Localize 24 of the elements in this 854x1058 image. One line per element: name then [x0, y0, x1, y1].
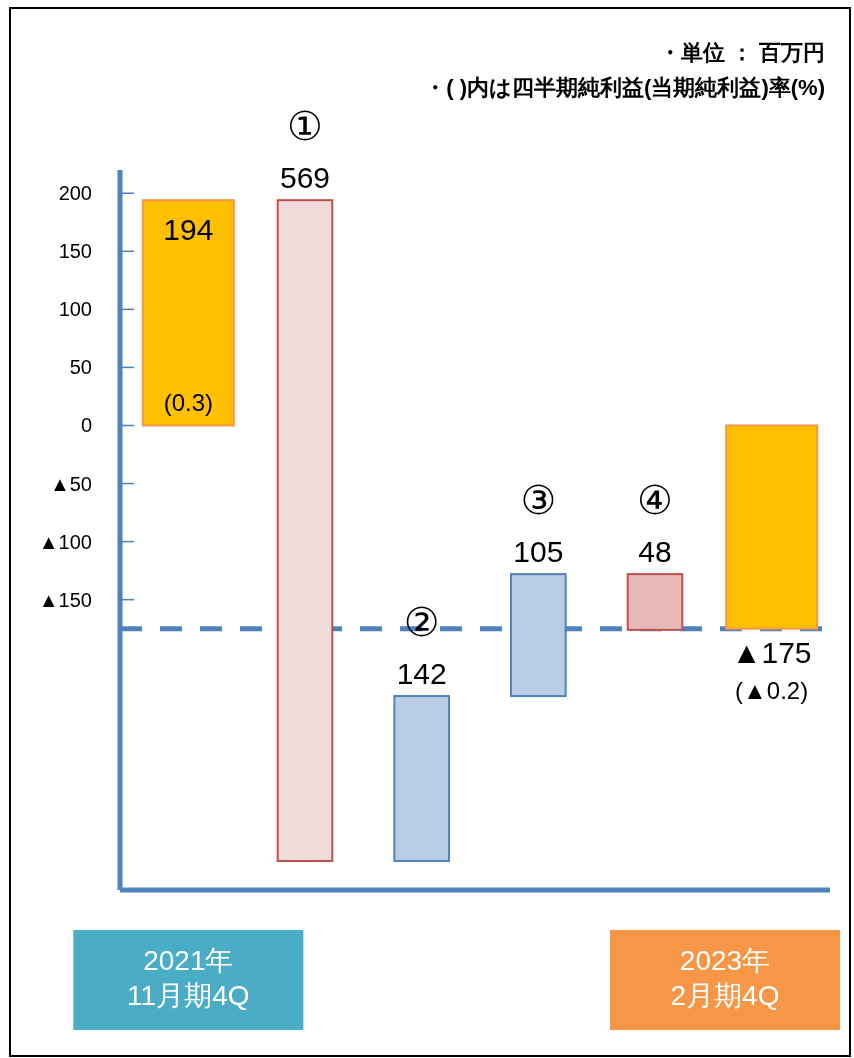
- annotation: (▲0.2): [735, 676, 809, 704]
- ytick: 50: [69, 356, 92, 379]
- value-label: ▲175: [731, 635, 812, 669]
- annotation: (0.3): [163, 389, 213, 417]
- category: 2023年 2月期4Q: [670, 945, 780, 1011]
- ytick: 0: [80, 414, 92, 437]
- value-label: 105: [513, 535, 564, 569]
- annotation: ④: [637, 478, 673, 523]
- annotation: ①: [287, 104, 323, 149]
- value-label: 142: [396, 657, 447, 691]
- value-label: 194: [163, 213, 214, 247]
- ytick: ▲100: [38, 530, 92, 553]
- value-label: 48: [638, 535, 672, 569]
- ytick: 150: [58, 240, 92, 263]
- annotation: ②: [403, 600, 440, 645]
- annotation: ・( )内は四半期純利益(当期純利益)率(%): [424, 75, 825, 100]
- ytick: 200: [58, 182, 92, 205]
- ytick: ▲50: [49, 472, 92, 495]
- annotation: ③: [520, 478, 557, 523]
- annotation: ・単位 ： 百万円: [658, 40, 825, 65]
- ytick: ▲150: [38, 588, 92, 611]
- category: 2021年 11月期4Q: [127, 945, 250, 1011]
- value-label: 569: [279, 161, 331, 195]
- ytick: 100: [58, 298, 92, 321]
